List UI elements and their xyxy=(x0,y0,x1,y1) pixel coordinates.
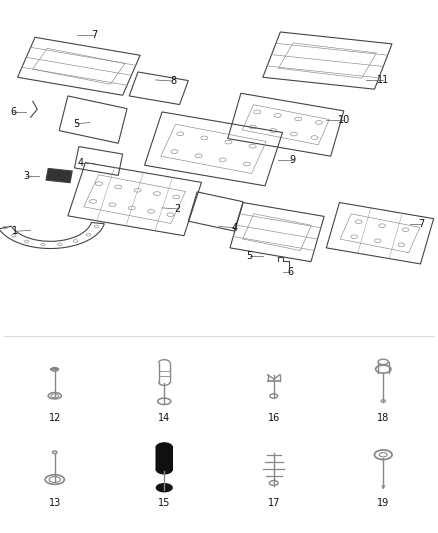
Ellipse shape xyxy=(156,484,172,491)
Text: 19: 19 xyxy=(377,498,389,508)
Text: 15: 15 xyxy=(158,498,170,508)
Ellipse shape xyxy=(156,443,172,451)
Text: 3: 3 xyxy=(23,171,29,181)
Text: 4: 4 xyxy=(78,158,84,167)
Text: 10: 10 xyxy=(338,115,350,125)
Text: 14: 14 xyxy=(158,413,170,423)
FancyBboxPatch shape xyxy=(155,446,173,471)
Text: 6: 6 xyxy=(287,267,293,277)
Text: 5: 5 xyxy=(74,119,80,128)
Text: 5: 5 xyxy=(247,251,253,261)
Text: 12: 12 xyxy=(49,413,61,423)
Text: 7: 7 xyxy=(91,30,97,39)
Text: 9: 9 xyxy=(290,155,296,165)
Text: 16: 16 xyxy=(268,413,280,423)
Text: 2: 2 xyxy=(174,204,180,214)
Polygon shape xyxy=(46,168,72,183)
Text: 18: 18 xyxy=(377,413,389,423)
Text: 7: 7 xyxy=(418,219,424,229)
Text: 8: 8 xyxy=(170,76,176,86)
Text: 1: 1 xyxy=(12,227,18,236)
Text: 17: 17 xyxy=(268,498,280,508)
Text: 6: 6 xyxy=(10,107,16,117)
Text: 11: 11 xyxy=(377,75,389,85)
Ellipse shape xyxy=(156,465,172,474)
Text: 4: 4 xyxy=(231,223,237,232)
Text: 13: 13 xyxy=(49,498,61,508)
